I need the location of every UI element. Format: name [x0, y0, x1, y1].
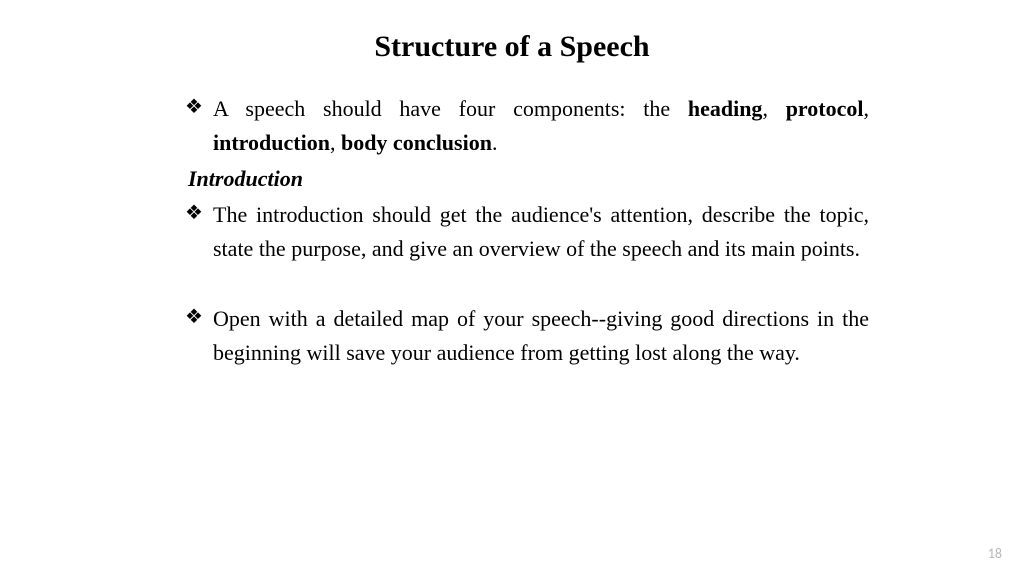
spacer: [185, 272, 869, 302]
bullet-2: The introduction should get the audience…: [185, 198, 869, 266]
slide-title: Structure of a Speech: [0, 30, 1024, 64]
bullet-1-bold-heading: heading: [688, 96, 763, 121]
bullet-1-sep1: ,: [762, 96, 785, 121]
bullet-1-text-pre: A speech should have four components: th…: [213, 96, 688, 121]
bullet-3: Open with a detailed map of your speech-…: [185, 302, 869, 370]
bullet-1-bold-protocol: protocol: [786, 96, 864, 121]
slide-content: A speech should have four components: th…: [185, 92, 869, 371]
subheading-introduction: Introduction: [185, 166, 869, 192]
bullet-1: A speech should have four components: th…: [185, 92, 869, 160]
page-number: 18: [988, 545, 1002, 562]
bullet-1-bold-introduction: introduction: [213, 130, 330, 155]
bullet-1-end: .: [492, 130, 498, 155]
bullet-1-sep3: ,: [330, 130, 341, 155]
bullet-1-sep2: ,: [864, 96, 870, 121]
bullet-1-bold-bodyconclusion: body conclusion: [341, 130, 492, 155]
